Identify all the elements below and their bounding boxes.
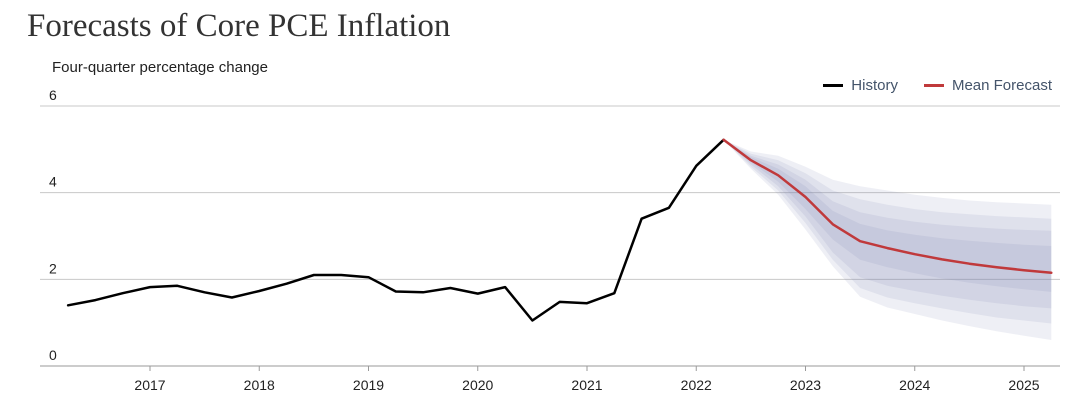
legend-label-history: History: [851, 77, 898, 94]
axes: 0 2 4 6 2017 2018 2019 2020 2021 2022 2023 2024 2025: [40, 87, 1060, 393]
legend-swatch-history: [823, 84, 844, 87]
x-tick-label-2025: 2025: [1008, 377, 1039, 393]
x-tick-label-2017: 2017: [134, 377, 165, 393]
x-tick-label-2018: 2018: [244, 377, 275, 393]
uncertainty-band-4: [723, 139, 1052, 292]
uncertainty-band-2: [723, 139, 1052, 324]
x-tick-label-2021: 2021: [571, 377, 602, 393]
x-tick-label-2019: 2019: [353, 377, 384, 393]
y-tick-label-6: 6: [49, 87, 57, 103]
x-tick-label-2020: 2020: [462, 377, 493, 393]
series-line-mean-forecast: [722, 138, 1053, 275]
y-axis-label: Four-quarter percentage change: [52, 59, 268, 76]
uncertainty-band-3: [723, 139, 1052, 309]
y-tick-label-4: 4: [49, 174, 57, 190]
uncertainty-bands: [723, 139, 1052, 340]
grid: [40, 105, 1060, 280]
series-lines: [66, 138, 1053, 322]
uncertainty-band-1: [723, 139, 1052, 340]
y-tick-label-2: 2: [49, 260, 57, 276]
x-tick-label-2022: 2022: [681, 377, 712, 393]
legend-item-history: History: [823, 77, 898, 94]
y-tick-label-0: 0: [49, 347, 57, 363]
x-tick-label-2024: 2024: [899, 377, 930, 393]
series-line-history: [66, 138, 725, 322]
x-tick-label-2023: 2023: [790, 377, 821, 393]
legend-swatch-mean-forecast: [923, 84, 944, 87]
legend-label-mean-forecast: Mean Forecast: [951, 77, 1052, 94]
legend-item-mean-forecast: Mean Forecast: [923, 77, 1052, 94]
legend: History Mean Forecast: [823, 77, 1052, 94]
chart-title: Forecasts of Core PCE Inflation: [27, 8, 451, 44]
